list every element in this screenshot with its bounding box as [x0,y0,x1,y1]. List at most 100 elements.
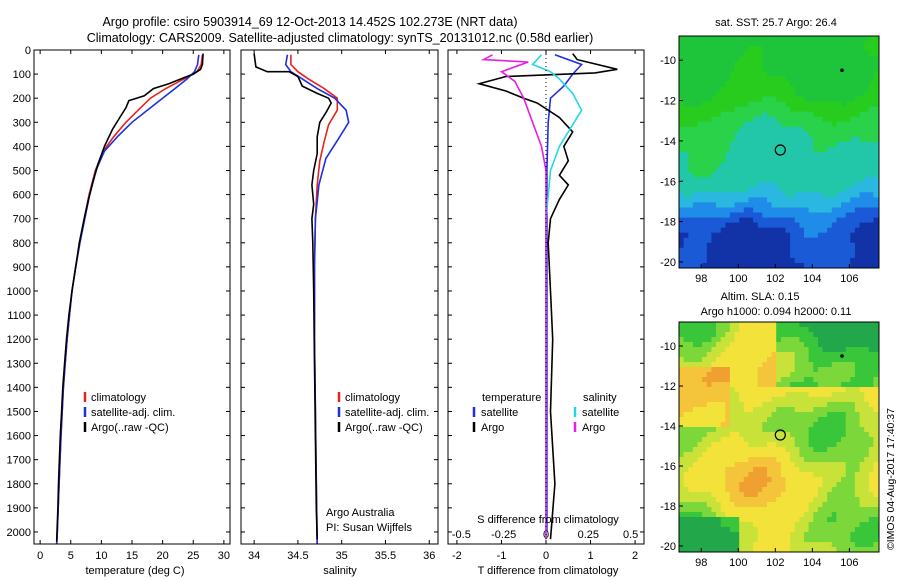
map-cell [692,111,698,118]
map-cell [711,172,717,178]
map-cell [683,357,689,363]
map-cell [697,227,703,234]
map-cell [868,141,874,148]
map-cell [799,106,805,113]
map-cell [702,131,708,138]
map-cell [683,182,689,188]
map-cell [757,126,763,133]
map-cell [827,106,833,113]
map-cell [734,402,740,408]
map-cell [692,237,698,244]
map-cell [725,187,731,193]
map-cell [859,41,865,47]
map-cell [757,407,763,413]
map-cell [836,197,842,203]
map-cell [854,152,860,158]
map-cell [794,126,800,133]
map-cell [679,512,685,518]
map-cell [748,482,754,488]
map-cell [683,101,689,108]
map-cell [790,162,796,168]
map-cell [692,477,698,483]
map-cell [753,342,759,348]
map-cell [767,417,773,423]
map-cell [679,121,685,128]
map-cell [831,202,837,208]
map-cell [859,81,865,87]
map-cell [785,242,791,249]
map-cell [780,382,786,388]
map-cell [864,167,870,173]
map-cell [864,467,870,473]
map-cell [873,347,879,353]
map-cell [743,116,749,123]
map-cell [734,217,740,224]
map-cell [822,187,828,193]
map-cell [822,537,828,543]
map-cell [813,422,819,428]
map-cell [813,427,819,433]
map-cell [776,447,782,453]
map-cell [850,96,856,102]
map-cell [804,427,810,433]
map-cell [762,91,768,97]
map-cell [790,482,796,488]
map-cell [808,502,814,508]
map-cell [794,442,800,448]
map-cell [794,237,800,244]
map-cell [771,532,777,538]
map-cell [780,497,786,503]
map-cell [854,141,860,148]
map-cell [794,412,800,418]
legend-label: satellite [481,407,518,419]
map-cell [762,477,768,483]
map-cell [854,36,860,42]
map-cell [683,172,689,178]
map-cell [794,106,800,113]
map-cell [771,412,777,418]
map-cell [706,182,712,188]
map-cell [679,86,685,92]
map-cell [845,397,851,403]
map-cell [734,392,740,398]
map-cell [743,106,749,113]
map-cell [790,457,796,463]
map-cell [780,192,786,198]
map-cell [813,392,819,398]
map-cell [813,217,819,224]
map-cell [780,412,786,418]
map-cell [864,247,870,254]
map-cell [692,207,698,213]
map-cell [836,452,842,458]
map-cell [841,367,847,373]
map-cell [845,392,851,398]
map-cell [780,477,786,483]
map-cell [799,187,805,193]
map-cell [711,76,717,82]
map-cell [720,432,726,438]
map-cell [780,61,786,67]
map-cell [753,482,759,488]
map-cell [688,452,694,458]
map-cell [697,86,703,92]
map-cell [850,212,856,218]
map-cell [720,187,726,193]
map-cell [827,492,833,498]
map-cell [702,56,708,62]
map-cell [864,116,870,123]
map-y-tick-label: -20 [660,257,676,269]
map-cell [692,517,698,523]
map-cell [850,116,856,123]
map-cell [706,36,712,42]
map-cell [739,382,745,388]
map-cell [850,66,856,72]
map-cell [702,157,708,163]
map-cell [711,86,717,92]
map-cell [831,263,837,268]
map-cell [683,487,689,493]
map-cell [799,96,805,102]
map-cell [827,437,833,443]
map-cell [757,332,763,338]
map-cell [679,222,685,229]
